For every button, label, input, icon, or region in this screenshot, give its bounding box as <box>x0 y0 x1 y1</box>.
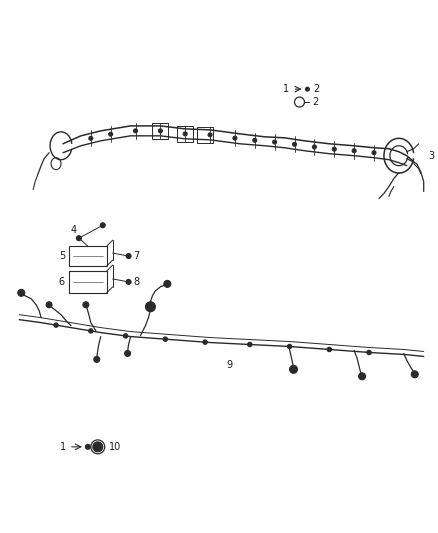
Circle shape <box>332 147 336 151</box>
Circle shape <box>100 223 105 228</box>
Text: 8: 8 <box>134 277 140 287</box>
Circle shape <box>183 132 187 136</box>
Circle shape <box>18 289 25 296</box>
Circle shape <box>208 133 212 137</box>
Circle shape <box>159 129 162 133</box>
Circle shape <box>290 365 297 373</box>
Circle shape <box>253 139 257 142</box>
Circle shape <box>109 132 113 136</box>
Text: 10: 10 <box>109 442 121 452</box>
Circle shape <box>273 140 277 144</box>
Text: 5: 5 <box>59 251 65 261</box>
Text: 1: 1 <box>60 442 66 452</box>
Circle shape <box>94 357 100 362</box>
Circle shape <box>352 149 356 153</box>
Circle shape <box>359 373 366 380</box>
Circle shape <box>126 254 131 259</box>
Circle shape <box>372 151 376 155</box>
Circle shape <box>145 302 155 312</box>
Circle shape <box>305 87 309 91</box>
Circle shape <box>134 129 138 133</box>
Circle shape <box>312 145 316 149</box>
Text: 7: 7 <box>134 251 140 261</box>
Text: 2: 2 <box>314 84 320 94</box>
Circle shape <box>367 350 371 354</box>
Circle shape <box>46 302 52 308</box>
Circle shape <box>411 371 418 378</box>
Circle shape <box>85 445 90 449</box>
Circle shape <box>126 279 131 285</box>
Circle shape <box>124 351 131 357</box>
Circle shape <box>327 348 332 352</box>
Text: 6: 6 <box>59 277 65 287</box>
Text: 3: 3 <box>429 151 435 161</box>
Circle shape <box>89 136 93 140</box>
Circle shape <box>83 302 89 308</box>
Circle shape <box>293 142 297 146</box>
Text: 4: 4 <box>71 225 77 235</box>
Circle shape <box>163 337 167 341</box>
Circle shape <box>164 280 171 287</box>
Circle shape <box>203 340 207 344</box>
Circle shape <box>54 323 58 327</box>
Circle shape <box>247 342 252 346</box>
Text: 2: 2 <box>312 97 319 107</box>
Circle shape <box>124 334 128 338</box>
Text: 9: 9 <box>227 360 233 370</box>
Circle shape <box>233 136 237 140</box>
Circle shape <box>93 442 103 452</box>
Circle shape <box>88 329 93 333</box>
Text: 1: 1 <box>283 84 290 94</box>
Circle shape <box>287 344 292 349</box>
Circle shape <box>76 236 81 241</box>
